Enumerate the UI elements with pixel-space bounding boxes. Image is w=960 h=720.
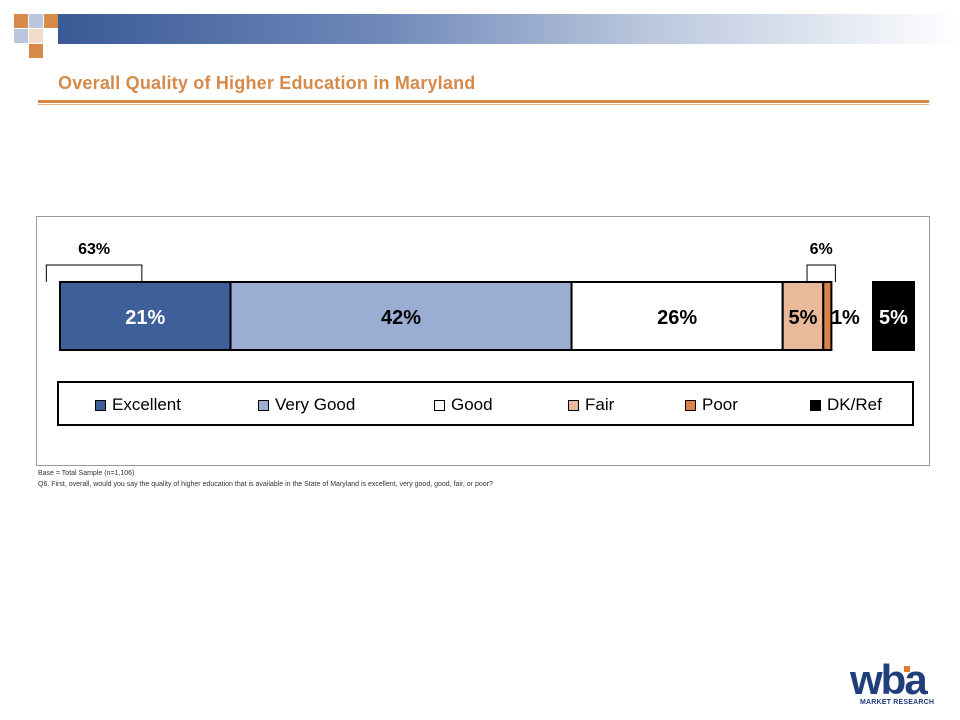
legend-label-dk-ref: DK/Ref bbox=[827, 395, 882, 414]
bracket-63 bbox=[45, 264, 143, 282]
legend-label-poor: Poor bbox=[702, 395, 738, 414]
logo-wordmark: wba bbox=[849, 656, 928, 703]
bracket-label-6: 6% bbox=[810, 241, 833, 258]
legend-item-poor: Poor bbox=[685, 395, 738, 415]
data-label-very-good: 42% bbox=[381, 307, 421, 329]
legend-label-excellent: Excellent bbox=[112, 395, 181, 414]
legend-swatch-very-good bbox=[258, 399, 269, 411]
legend-item-very-good: Very Good bbox=[258, 395, 355, 415]
header-square-3 bbox=[44, 14, 58, 28]
header-square-4 bbox=[14, 29, 28, 43]
chart-frame bbox=[36, 216, 930, 466]
bar-fair bbox=[781, 281, 825, 351]
bracket-6 bbox=[806, 264, 836, 282]
legend-label-good: Good bbox=[451, 395, 493, 414]
legend-swatch-dk-ref bbox=[810, 399, 821, 411]
bracket-label-63: 63% bbox=[78, 241, 110, 258]
title-underline-thin bbox=[38, 104, 929, 105]
slide-title: Overall Quality of Higher Education in M… bbox=[58, 73, 476, 93]
logo-accent-square bbox=[904, 666, 910, 672]
header-band bbox=[58, 14, 960, 44]
wba-logo: wba bbox=[849, 656, 930, 703]
data-label-excellent: 21% bbox=[125, 307, 165, 329]
bar-dk-ref bbox=[872, 281, 915, 351]
legend-item-dk-ref: DK/Ref bbox=[810, 395, 882, 415]
legend-item-excellent: Excellent bbox=[95, 395, 181, 415]
legend-swatch-poor bbox=[685, 399, 696, 411]
title-underline bbox=[38, 100, 929, 103]
logo-subtitle: MARKET RESEARCH bbox=[860, 699, 935, 706]
data-label-good: 26% bbox=[657, 307, 697, 329]
bar-poor bbox=[822, 281, 833, 351]
data-label-fair: 5% bbox=[789, 307, 818, 329]
header-square-1 bbox=[14, 14, 28, 28]
data-label-poor: 1% bbox=[831, 307, 860, 329]
header-square-2 bbox=[29, 14, 43, 28]
legend-item-good: Good bbox=[434, 395, 493, 415]
legend-swatch-good bbox=[434, 399, 445, 411]
header-square-6 bbox=[29, 44, 43, 58]
data-label-dk-ref: 5% bbox=[879, 307, 908, 329]
chart-legend: Excellent Very Good Good Fair Poor DK/Re… bbox=[57, 381, 914, 426]
header-square-5 bbox=[29, 29, 43, 43]
legend-swatch-excellent bbox=[95, 399, 106, 411]
legend-label-very-good: Very Good bbox=[275, 395, 356, 414]
footnote-base: Base = Total Sample (n=1,106) bbox=[38, 470, 135, 477]
legend-item-fair: Fair bbox=[568, 395, 614, 415]
legend-label-fair: Fair bbox=[585, 395, 615, 414]
footnote-question: Q6. First, overall, would you say the qu… bbox=[38, 481, 493, 488]
legend-swatch-fair bbox=[568, 399, 579, 411]
